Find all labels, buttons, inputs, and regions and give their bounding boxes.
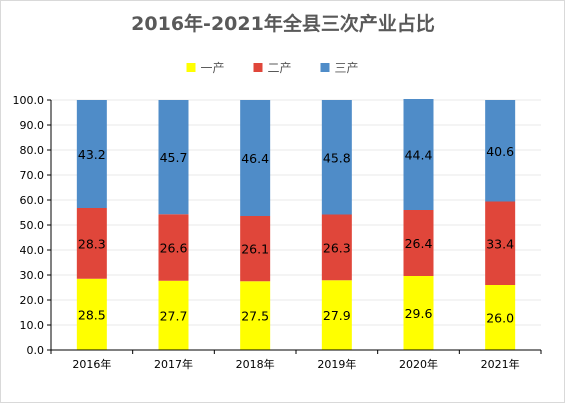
y-tick-label: 30.0 bbox=[20, 269, 45, 282]
bar-segment bbox=[321, 100, 352, 215]
bar-segment bbox=[76, 278, 107, 350]
bar-segment bbox=[158, 100, 189, 215]
data-label: 26.6 bbox=[160, 241, 188, 256]
legend-swatch bbox=[253, 63, 263, 72]
data-label: 45.7 bbox=[160, 150, 188, 165]
bar-segment bbox=[485, 100, 516, 202]
data-label: 26.3 bbox=[323, 240, 351, 255]
bar-segment bbox=[321, 280, 352, 350]
bar-segment bbox=[76, 100, 107, 208]
x-tick-label: 2017年 bbox=[154, 357, 193, 371]
y-tick-label: 50.0 bbox=[20, 219, 45, 232]
data-label: 27.5 bbox=[241, 309, 269, 324]
bar-segment bbox=[158, 280, 189, 350]
bar-segment bbox=[76, 208, 107, 279]
bars bbox=[76, 99, 516, 350]
data-label: 26.1 bbox=[241, 242, 269, 257]
bar-segment bbox=[240, 100, 271, 216]
bar-segment bbox=[158, 214, 189, 281]
legend-swatch bbox=[320, 63, 330, 72]
legend-label: 二产 bbox=[268, 61, 292, 75]
bar-segment bbox=[485, 285, 516, 350]
y-tick-label: 20.0 bbox=[20, 294, 45, 307]
y-tick-label: 10.0 bbox=[20, 319, 45, 332]
data-label: 43.2 bbox=[78, 147, 106, 162]
data-label: 28.5 bbox=[78, 307, 106, 322]
x-tick-label: 2018年 bbox=[236, 357, 275, 371]
data-label: 40.6 bbox=[486, 144, 514, 159]
data-label: 45.8 bbox=[323, 150, 351, 165]
data-label: 29.6 bbox=[405, 306, 433, 321]
data-label: 44.4 bbox=[405, 148, 433, 163]
y-tick-label: 70.0 bbox=[20, 169, 45, 182]
x-tick-label: 2020年 bbox=[399, 357, 438, 371]
data-label: 33.4 bbox=[486, 236, 514, 251]
x-tick-label: 2021年 bbox=[481, 357, 520, 371]
y-tick-label: 100.0 bbox=[13, 94, 45, 107]
data-label: 27.7 bbox=[160, 308, 188, 323]
data-label: 26.4 bbox=[405, 236, 433, 251]
legend-label: 三产 bbox=[335, 61, 359, 75]
data-label: 27.9 bbox=[323, 308, 351, 323]
y-tick-label: 0.0 bbox=[27, 344, 45, 357]
y-tick-label: 40.0 bbox=[20, 244, 45, 257]
bar-segment bbox=[485, 201, 516, 285]
y-tick-label: 60.0 bbox=[20, 194, 45, 207]
bar-segment bbox=[403, 276, 434, 350]
legend-swatch bbox=[186, 63, 196, 72]
bar-segment bbox=[403, 210, 434, 276]
x-tick-label: 2019年 bbox=[317, 357, 356, 371]
gridlines bbox=[51, 99, 541, 326]
data-label: 26.0 bbox=[486, 311, 514, 326]
legend: 一产 二产 三产 bbox=[186, 61, 359, 75]
bar-segment bbox=[321, 214, 352, 281]
bar-segment bbox=[403, 99, 434, 210]
y-tick-label: 90.0 bbox=[20, 119, 45, 132]
x-tick-label: 2016年 bbox=[72, 357, 111, 371]
legend-label: 一产 bbox=[201, 61, 225, 75]
chart-title: 2016年-2021年全县三次产业占比 bbox=[131, 12, 435, 35]
data-labels: 28.5 28.3 43.2 27.7 26.6 45.7 27.5 26.1 46.4 27.9… bbox=[78, 144, 514, 326]
data-label: 46.4 bbox=[241, 151, 269, 166]
y-tick-label: 80.0 bbox=[20, 144, 45, 157]
bar-segment bbox=[240, 216, 271, 282]
axes: 0.0 10.0 20.0 30.0 40.0 50.0 60.0 70.0 80.0 90.0 1… bbox=[13, 94, 542, 371]
bar-segment bbox=[240, 281, 271, 350]
data-label: 28.3 bbox=[78, 236, 106, 251]
